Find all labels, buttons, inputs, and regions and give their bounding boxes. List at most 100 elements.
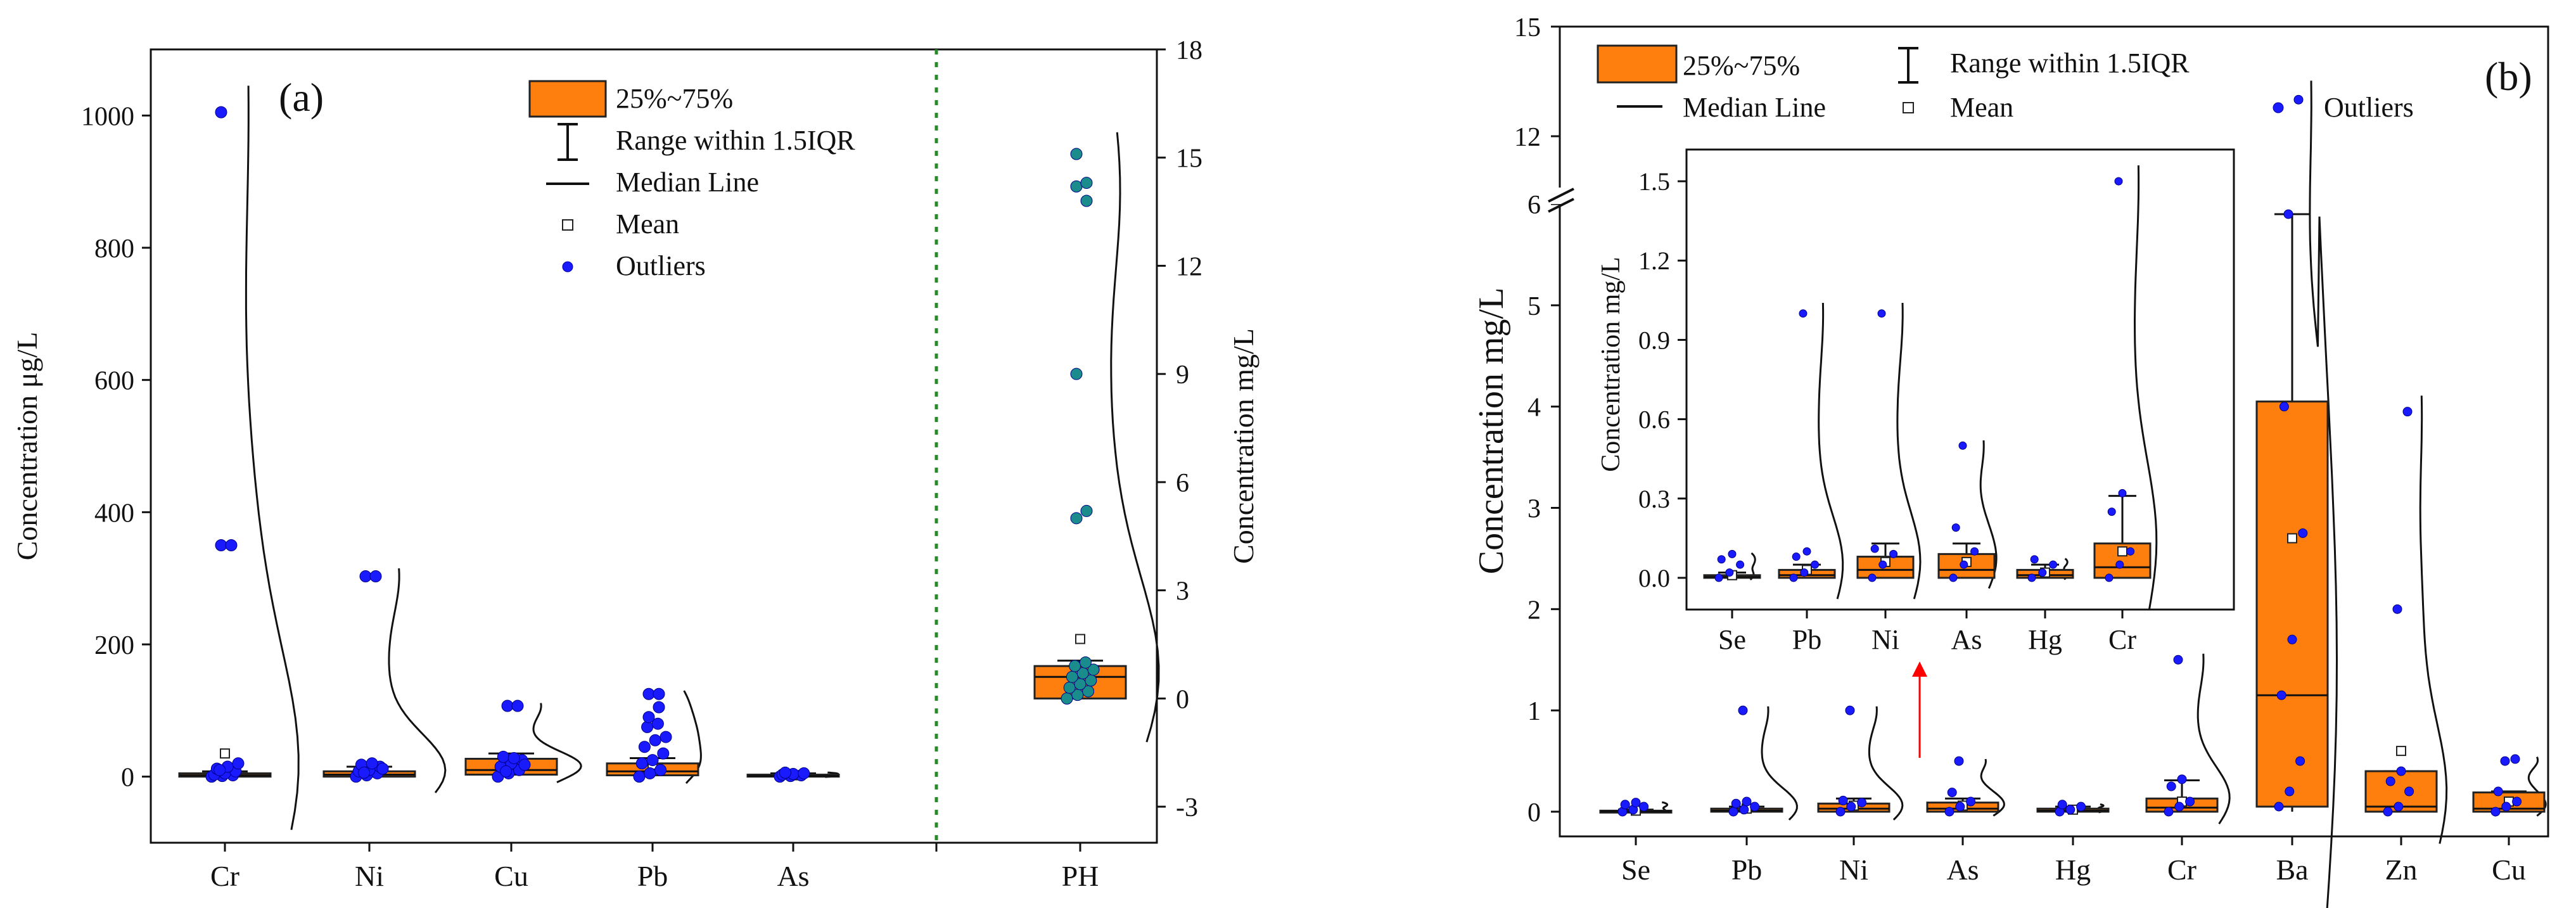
data-point: [2394, 802, 2404, 812]
outlier-point: [642, 687, 655, 700]
data-point: [1631, 798, 1641, 808]
data-point: [1066, 670, 1078, 683]
outlier-point: [1080, 504, 1093, 517]
density-curve-zn: [2419, 395, 2448, 844]
data-point: [1870, 544, 1879, 553]
legend-b-mean-label: Mean: [1950, 92, 2013, 123]
outlier-point: [653, 687, 665, 700]
panel-a: 0 200 400 600 800 1000 -3 0 3 6 9 12 15 18 Cr Ni Cu Pb A…: [11, 36, 1259, 892]
data-point: [1955, 802, 1965, 812]
panel-a-ylabel: Concentration μg/L: [11, 332, 43, 561]
x-tick-label-zn: Zn: [2385, 854, 2417, 886]
data-point: [2404, 786, 2414, 796]
outlier-point: [2293, 94, 2304, 105]
outlier-point: [359, 570, 372, 583]
data-point: [507, 751, 520, 764]
density-curve-cu: [532, 703, 582, 783]
box-group-ph: [1033, 132, 1160, 743]
legend-median-label: Median Line: [616, 167, 759, 198]
data-point: [1802, 547, 1811, 556]
data-point: [1069, 660, 1081, 672]
data-point: [1970, 547, 1979, 556]
data-point: [660, 731, 672, 743]
outlier-point: [501, 700, 514, 712]
y-tick-label: 1000: [81, 102, 134, 131]
panel-b-axis-break: [1548, 188, 1574, 213]
outlier-point: [1070, 180, 1083, 193]
data-point: [1868, 573, 1877, 582]
data-point: [1966, 796, 1976, 807]
y-tick-label: 12: [1514, 123, 1541, 152]
data-point: [1079, 656, 1092, 668]
inset-y-axis: 0.0 0.3 0.6 0.9 1.2 1.5: [1638, 167, 1687, 592]
outlier-point: [1958, 441, 1967, 450]
y2-tick-label: 15: [1176, 144, 1202, 174]
panel-a-left-y-axis: 0 200 400 600 800 1000: [81, 102, 151, 793]
data-point: [1838, 795, 1848, 805]
y2-tick-label: 3: [1176, 577, 1189, 606]
panel-a-legend: 25%~75% Range within 1.5IQR Median Line …: [528, 80, 855, 281]
data-point: [649, 734, 661, 746]
mean-cr: [2117, 546, 2127, 557]
density-curve-ni: [1896, 302, 1922, 599]
data-point: [2490, 807, 2501, 817]
panel-a-x-axis: Cr Ni Cu Pb As PH: [210, 843, 1099, 892]
panel-b-x-axis: Se Pb Ni As Hg Cr Ba Zn Cu: [1621, 836, 2526, 886]
mean-zn: [2396, 746, 2406, 757]
data-point: [1620, 800, 1630, 810]
data-point: [1792, 553, 1801, 561]
legend-b-mean-swatch: [1903, 102, 1914, 113]
inset-frame: [1685, 148, 2235, 611]
density-curve-as: [1980, 758, 2005, 817]
inset-x-tick-label-ni: Ni: [1871, 624, 1899, 655]
data-point: [641, 720, 654, 733]
data-point: [497, 750, 509, 763]
data-point: [2185, 796, 2195, 807]
x-tick-label-cr: Cr: [210, 860, 239, 892]
data-point: [1739, 805, 1749, 815]
data-point: [1857, 798, 1867, 808]
data-point: [2177, 774, 2187, 784]
data-point: [2501, 802, 2511, 812]
data-point: [2027, 573, 2036, 582]
data-point: [2512, 796, 2522, 807]
data-point: [644, 767, 656, 779]
data-point: [2038, 568, 2047, 577]
inset-x-tick-label-as: As: [1951, 624, 1982, 655]
y-tick-label: 15: [1514, 13, 1541, 42]
outlier-point: [1877, 309, 1886, 318]
data-point: [500, 765, 513, 777]
box-group-as: [1926, 756, 2005, 817]
y-tick-label: 2: [1527, 596, 1541, 625]
data-point: [1960, 560, 1968, 569]
x-tick-label-ba: Ba: [2276, 854, 2308, 886]
data-point: [651, 717, 664, 730]
outlier-point: [2173, 655, 2183, 665]
legend-b-outlier-swatch: [2273, 102, 2284, 113]
legend-outliers-label: Outliers: [616, 250, 706, 281]
outlier-point: [2283, 209, 2293, 219]
data-point: [1789, 573, 1798, 582]
box-group-as: [746, 766, 840, 783]
outlier-point: [369, 570, 382, 583]
density-curve-as: [1979, 440, 1998, 589]
data-point: [2115, 560, 2124, 569]
density-curve-cr: [2133, 165, 2158, 610]
y2-tick-label: 6: [1176, 469, 1189, 498]
inset-x-axis: Se Pb Ni As Hg Cr: [1718, 610, 2136, 655]
data-point: [2298, 528, 2308, 538]
inset-y-tick-label: 0.9: [1638, 326, 1670, 354]
data-point: [1061, 692, 1073, 705]
data-point: [633, 771, 646, 783]
data-point: [232, 757, 245, 770]
y2-tick-label: 0: [1176, 685, 1189, 714]
legend-box-label: 25%~75%: [616, 83, 733, 114]
mean-ph: [1075, 634, 1085, 644]
data-point: [1800, 568, 1809, 577]
density-curve-ba: [2309, 80, 2338, 908]
data-point: [1878, 560, 1887, 569]
outlier-point: [2500, 756, 2510, 766]
data-point: [2493, 786, 2503, 796]
density-curve-cu: [2527, 757, 2547, 817]
